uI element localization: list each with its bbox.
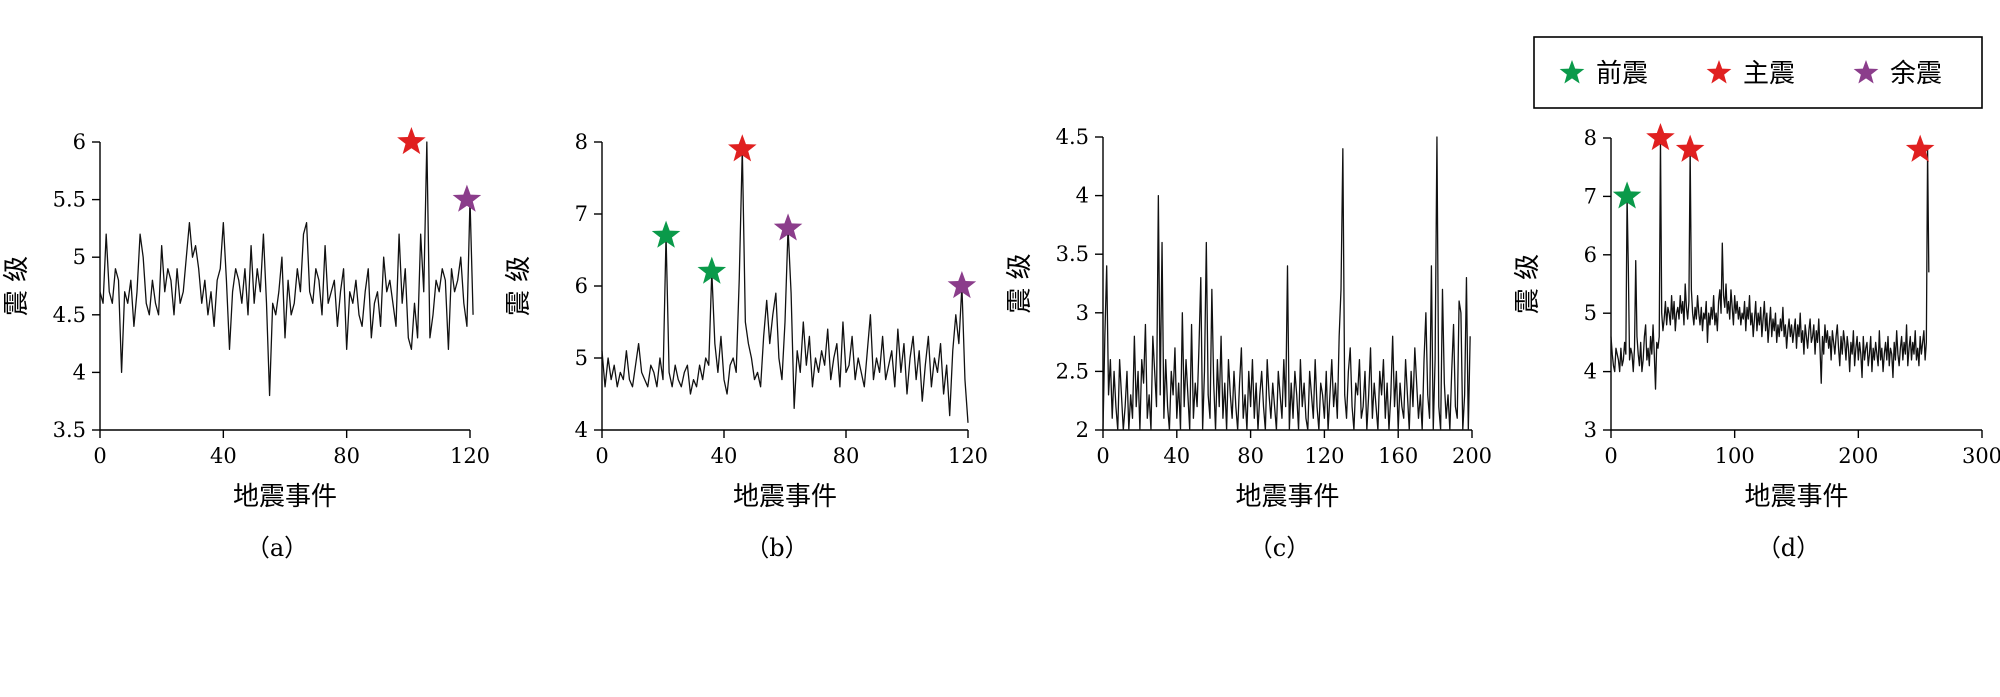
x-tick-label: 40	[711, 444, 738, 468]
x-tick-label: 40	[1163, 444, 1190, 468]
aftershock-legend-star-icon	[1853, 60, 1879, 84]
y-tick-label: 3	[1076, 301, 1089, 325]
y-tick-label: 5.5	[53, 188, 86, 212]
y-tick-label: 4.5	[1056, 125, 1089, 149]
mainshock-star-marker	[1905, 134, 1935, 162]
x-tick-label: 120	[948, 444, 988, 468]
x-axis-title: 地震事件	[1235, 482, 1339, 512]
aftershock-star-marker	[947, 271, 977, 299]
x-axis-title: 地震事件	[733, 482, 837, 512]
x-tick-label: 120	[1304, 444, 1344, 468]
y-tick-label: 6	[575, 274, 588, 298]
y-tick-label: 4	[1076, 184, 1089, 208]
foreshock-star-marker	[697, 256, 727, 284]
y-tick-label: 5	[1584, 301, 1597, 325]
x-tick-label: 160	[1378, 444, 1418, 468]
aftershock-star-marker	[452, 184, 482, 212]
legend-label-mainshock: 主震	[1743, 59, 1795, 89]
x-tick-label: 80	[1237, 444, 1264, 468]
y-tick-label: 2	[1076, 418, 1089, 442]
foreshock-star-marker	[1612, 181, 1642, 209]
y-tick-label: 4	[1584, 360, 1597, 384]
y-tick-label: 3.5	[53, 418, 86, 442]
mainshock-star-marker	[1675, 134, 1705, 162]
x-tick-label: 200	[1452, 444, 1492, 468]
x-tick-label: 100	[1715, 444, 1755, 468]
mainshock-legend-star-icon	[1706, 60, 1732, 84]
y-tick-label: 7	[1584, 184, 1597, 208]
panel-caption: （c）	[1249, 534, 1310, 562]
y-tick-label: 4	[575, 418, 588, 442]
panel-caption: （d）	[1757, 534, 1820, 562]
x-tick-label: 200	[1838, 444, 1878, 468]
chart-panel-a: 3.5 4 4.5 5 5.5 6 0 40 80 120 地震事件 震 级 （a）	[2, 127, 490, 562]
magnitude-series-line	[1610, 137, 1930, 390]
magnitude-series-line	[601, 148, 969, 423]
magnitude-series-line	[1102, 136, 1471, 431]
x-tick-label: 0	[595, 444, 608, 468]
magnitude-series-line	[99, 141, 474, 397]
legend: 前震 主震 余震	[1533, 36, 1983, 109]
foreshock-legend-star-icon	[1559, 60, 1585, 84]
x-tick-label: 0	[93, 444, 106, 468]
y-tick-label: 7	[575, 202, 588, 226]
aftershock-star-marker	[773, 213, 803, 241]
y-tick-label: 5	[575, 346, 588, 370]
legend-label-foreshock: 前震	[1596, 59, 1648, 89]
y-axis-title: 震 级	[2, 256, 32, 316]
y-tick-label: 3.5	[1056, 242, 1089, 266]
y-axis-title: 震 级	[1005, 253, 1035, 313]
panel-caption: （a）	[246, 534, 308, 562]
panel-caption: （b）	[745, 534, 808, 562]
x-tick-label: 80	[333, 444, 360, 468]
y-tick-label: 6	[73, 130, 86, 154]
mainshock-star-marker	[397, 127, 426, 155]
legend-label-aftershock: 余震	[1890, 59, 1942, 89]
x-axis-title: 地震事件	[1744, 482, 1848, 512]
y-tick-label: 6	[1584, 243, 1597, 267]
y-tick-label: 8	[575, 130, 588, 154]
mainshock-star-marker	[1646, 123, 1675, 151]
x-tick-label: 0	[1604, 444, 1617, 468]
legend-box	[1533, 36, 1983, 109]
y-tick-label: 4.5	[53, 303, 86, 327]
x-tick-label: 300	[1962, 444, 2000, 468]
y-tick-label: 3	[1584, 418, 1597, 442]
x-tick-label: 40	[210, 444, 237, 468]
y-tick-label: 5	[73, 245, 86, 269]
y-tick-label: 8	[1584, 126, 1597, 150]
y-axis-title: 震 级	[1513, 254, 1543, 314]
x-tick-label: 0	[1096, 444, 1109, 468]
x-axis-title: 地震事件	[233, 482, 337, 512]
y-axis-title: 震 级	[504, 256, 534, 316]
x-tick-label: 120	[450, 444, 490, 468]
chart-panel-d: 3 4 5 6 7 8 0 100 200 300 地震事件 震 级 （d）	[1513, 123, 2000, 562]
y-tick-label: 4	[73, 360, 86, 384]
x-tick-label: 80	[833, 444, 860, 468]
chart-panel-c: 2 2.5 3 3.5 4 4.5 0 40 80 120 160 200 地震事件 震 级 （c）	[1005, 125, 1492, 562]
y-tick-label: 2.5	[1056, 359, 1089, 383]
foreshock-star-marker	[651, 220, 681, 248]
mainshock-star-marker	[728, 134, 757, 162]
